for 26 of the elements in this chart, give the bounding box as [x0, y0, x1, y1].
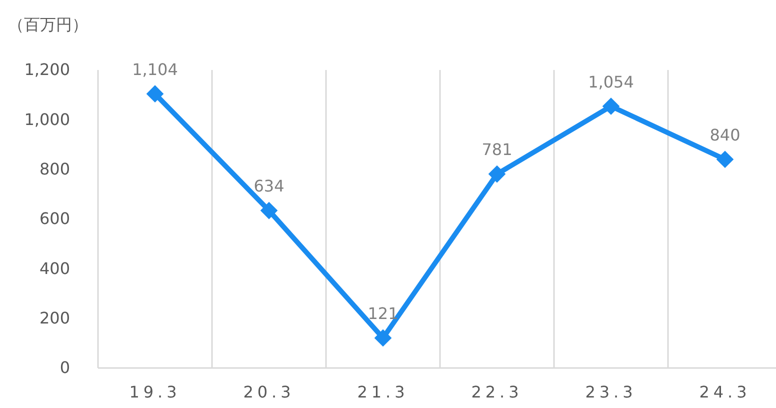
- x-tick-label: 21.3: [357, 382, 409, 402]
- data-label: 634: [254, 176, 284, 196]
- point: [488, 165, 506, 183]
- point: [716, 150, 734, 168]
- y-tick-label: 1,200: [24, 60, 70, 80]
- data-label: 121: [368, 304, 398, 323]
- x-tick-label: 20.3: [243, 382, 295, 402]
- data-label: 840: [710, 125, 740, 144]
- y-tick-label: 400: [39, 258, 70, 278]
- y-tick-label: 800: [39, 159, 70, 178]
- x-tick-label: 19.3: [129, 382, 181, 402]
- point: [374, 329, 392, 347]
- point: [260, 202, 278, 220]
- data-label: 1,104: [132, 60, 178, 79]
- point: [602, 98, 620, 115]
- y-tick-label: 600: [39, 209, 70, 228]
- point: [146, 85, 164, 102]
- x-tick-label: 23.3: [585, 382, 637, 402]
- y-axis-title: （百万円）: [8, 15, 88, 34]
- y-tick-label: 0: [60, 358, 70, 378]
- x-tick-label: 22.3: [471, 382, 523, 402]
- x-tick-label: 24.3: [699, 382, 751, 402]
- y-tick-label: 1,000: [24, 110, 70, 129]
- data-label: 781: [482, 140, 512, 160]
- y-tick-label: 200: [39, 308, 70, 328]
- data-label: 1,054: [588, 72, 634, 92]
